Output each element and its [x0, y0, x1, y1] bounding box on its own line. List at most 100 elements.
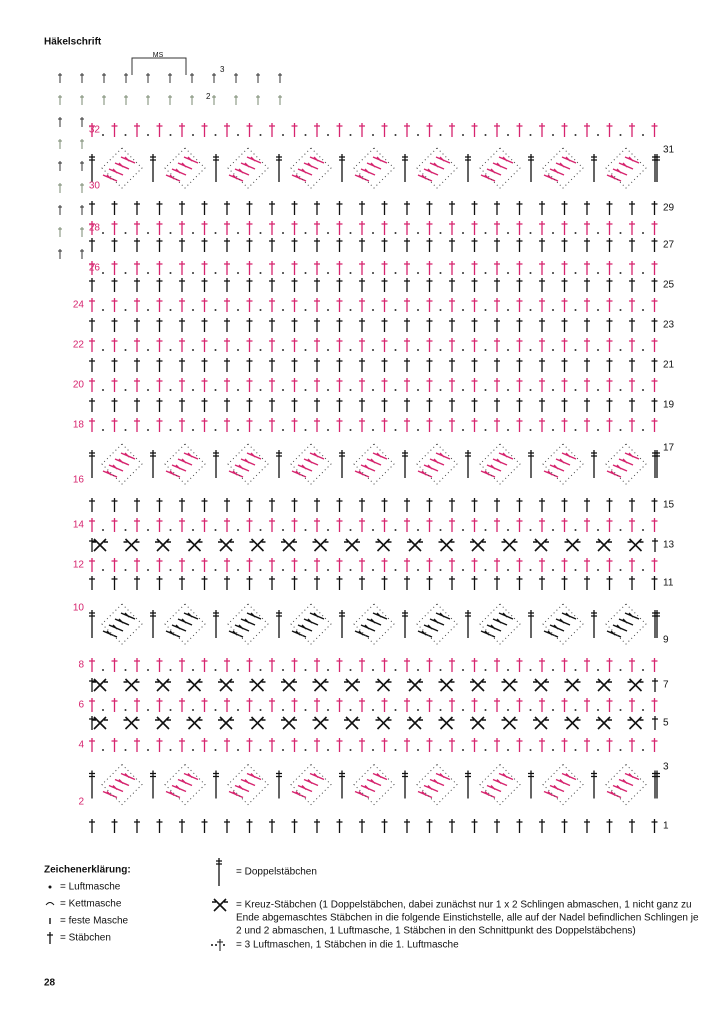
diamond-outline: [605, 603, 647, 645]
diamond-outline: [479, 147, 521, 189]
stitch: [314, 658, 320, 672]
chain: [304, 429, 307, 431]
chain: [484, 349, 487, 351]
stitch: [314, 819, 320, 833]
cross-stitch: [312, 678, 329, 692]
stitch: [111, 498, 118, 512]
stitch: [561, 338, 568, 352]
stitch: [336, 518, 343, 532]
chain: [574, 309, 577, 311]
diamond-stitch: [102, 156, 136, 182]
diamond-stitch: [543, 156, 577, 182]
stitch: [381, 418, 388, 432]
stitch: [291, 576, 298, 590]
start-stitch: [80, 161, 84, 171]
chain: [124, 429, 127, 431]
stitch: [89, 338, 95, 352]
chain: [304, 389, 307, 391]
cross-stitch: [533, 538, 549, 552]
chain: [349, 134, 352, 136]
chain: [394, 232, 397, 234]
chain: [439, 349, 442, 351]
stitch: [584, 358, 590, 372]
chain: [124, 749, 127, 751]
stitch: [111, 698, 118, 712]
stitch: [89, 716, 95, 730]
stitch: [111, 819, 118, 833]
stitch: [539, 819, 545, 833]
legend-symbol: [223, 944, 225, 946]
diamond-outline: [101, 763, 143, 806]
stitch: [111, 738, 118, 752]
stitch: [269, 498, 275, 512]
diamond-stitch: [417, 452, 451, 478]
chain: [259, 389, 262, 391]
stitch: [336, 338, 343, 352]
stitch: [314, 498, 320, 512]
stitch: [539, 261, 545, 275]
stitch: [449, 261, 455, 275]
stitch: [584, 738, 590, 752]
double-stitch: [528, 770, 534, 799]
stitch: [516, 398, 523, 412]
stitch: [224, 418, 230, 432]
stitch: [539, 201, 545, 215]
stitch: [89, 819, 95, 833]
stitch: [449, 221, 455, 235]
stitch: [269, 358, 275, 372]
row-number: 24: [73, 300, 85, 311]
chain: [349, 429, 352, 431]
stitch: [539, 358, 545, 372]
chain: [619, 569, 622, 571]
cross-stitch: [186, 716, 203, 730]
start-stitch: [80, 227, 84, 237]
stitch: [201, 338, 208, 352]
chain: [462, 709, 464, 711]
chain: [507, 349, 509, 351]
stitch: [606, 819, 613, 833]
chain: [349, 232, 352, 234]
stitch: [269, 298, 275, 312]
stitch: [314, 576, 320, 590]
stitch: [404, 738, 410, 752]
stitch: [426, 238, 433, 252]
stitch: [584, 338, 590, 352]
chain: [597, 529, 599, 531]
chain: [394, 669, 397, 671]
chain: [102, 232, 104, 234]
diamond-outline: [479, 603, 521, 645]
start-stitch: [58, 183, 62, 193]
stitch: [651, 819, 658, 833]
stitch: [426, 318, 433, 332]
row-number: 11: [663, 578, 674, 589]
chain: [327, 569, 329, 571]
start-stitch: [278, 73, 282, 83]
stitch: [651, 298, 658, 312]
stitch: [246, 358, 253, 372]
chain: [169, 429, 172, 431]
stitch: [179, 123, 185, 137]
stitch: [606, 498, 613, 512]
stitch: [516, 221, 523, 235]
double-stitch: [150, 154, 156, 182]
cross-stitch: [92, 678, 108, 692]
chain: [597, 429, 599, 431]
stitch: [224, 358, 230, 372]
stitch: [269, 518, 275, 532]
cross-stitch: [123, 716, 140, 730]
stitch: [269, 418, 275, 432]
chain: [574, 569, 577, 571]
stitch: [89, 678, 95, 692]
double-stitch: [402, 770, 408, 799]
stitch: [516, 338, 523, 352]
stitch: [314, 318, 320, 332]
stitch: [359, 318, 365, 332]
stitch: [449, 238, 455, 252]
row-number: 12: [73, 560, 85, 571]
chain: [619, 749, 622, 751]
stitch: [561, 738, 568, 752]
start-stitch: [58, 139, 62, 149]
chain: [372, 389, 374, 391]
chain: [169, 669, 172, 671]
legend-cross: 2 und 2 abmaschen, 1 Luftmasche, 1 Stäbc…: [236, 926, 636, 937]
